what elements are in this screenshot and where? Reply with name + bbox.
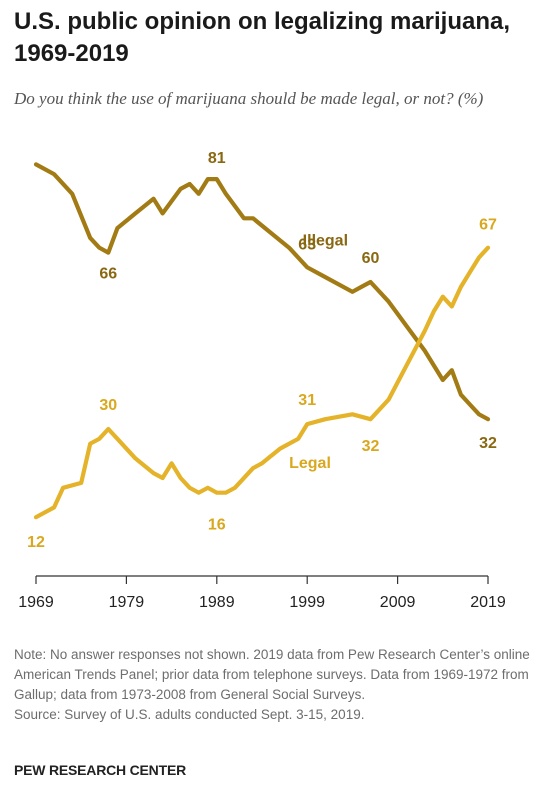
x-tick-label: 1969 [18,594,54,611]
x-tick-label: 1999 [289,594,325,611]
data-label-legal: 16 [208,517,226,534]
series-line-legal [33,245,491,520]
data-label-illegal: 63 [298,236,316,253]
note-text: Note: No answer responses not shown. 201… [14,647,530,702]
data-label-legal: 30 [99,397,117,414]
source-text: Source: Survey of U.S. adults conducted … [14,707,365,722]
chart-marks [33,162,491,520]
x-tick-label: 2009 [380,594,416,611]
data-label-illegal: 81 [208,150,226,167]
chart-note: Note: No answer responses not shown. 201… [14,645,534,725]
data-label-legal: 12 [27,534,45,551]
x-axis: 1969 1979 1989 1999 2009 2019 [18,575,506,611]
series-line-illegal [33,162,491,422]
data-label-illegal: 32 [479,435,497,452]
data-label-legal: 32 [362,438,380,455]
chart-title: U.S. public opinion on legalizing mariju… [14,8,511,67]
data-label-legal: 31 [298,392,316,409]
chart-labels: 846681636032123016313267IllegalLegal [27,150,497,551]
data-label-illegal: 66 [99,266,117,283]
series-label-legal: Legal [289,455,331,472]
publisher-logo: PEW RESEARCH CENTER [14,762,186,778]
x-tick-label: 1989 [199,594,235,611]
x-tick-label: 2019 [470,594,506,611]
x-tick-label: 1979 [109,594,145,611]
series-label-illegal: Illegal [303,232,348,249]
data-label-illegal: 60 [362,250,380,267]
data-label-legal: 67 [479,217,497,234]
chart-subtitle: Do you think the use of marijuana should… [14,89,484,108]
